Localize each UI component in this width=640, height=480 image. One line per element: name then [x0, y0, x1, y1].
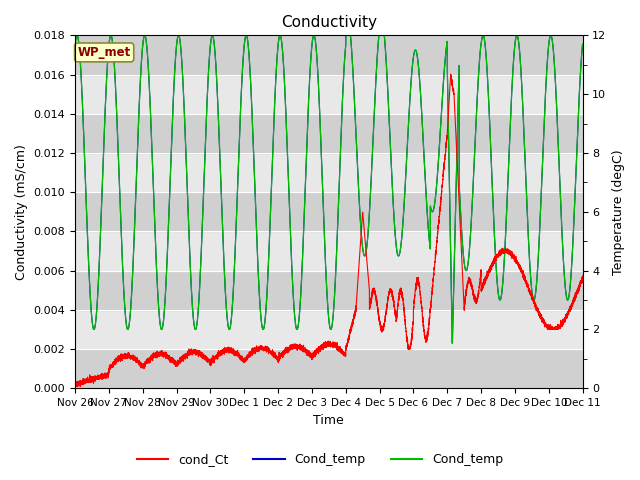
Bar [75, 310, 582, 349]
Legend: cond_Ct, Cond_temp, Cond_temp: cond_Ct, Cond_temp, Cond_temp [132, 448, 508, 471]
Bar [75, 349, 582, 388]
Bar [75, 74, 582, 114]
Bar [75, 271, 582, 310]
Bar [75, 36, 582, 74]
Bar [75, 231, 582, 271]
Bar [75, 153, 582, 192]
Y-axis label: Temperature (degC): Temperature (degC) [612, 149, 625, 275]
Bar [75, 114, 582, 153]
Text: WP_met: WP_met [77, 46, 131, 59]
X-axis label: Time: Time [314, 414, 344, 427]
Title: Conductivity: Conductivity [281, 15, 377, 30]
Y-axis label: Conductivity (mS/cm): Conductivity (mS/cm) [15, 144, 28, 280]
Bar [75, 192, 582, 231]
